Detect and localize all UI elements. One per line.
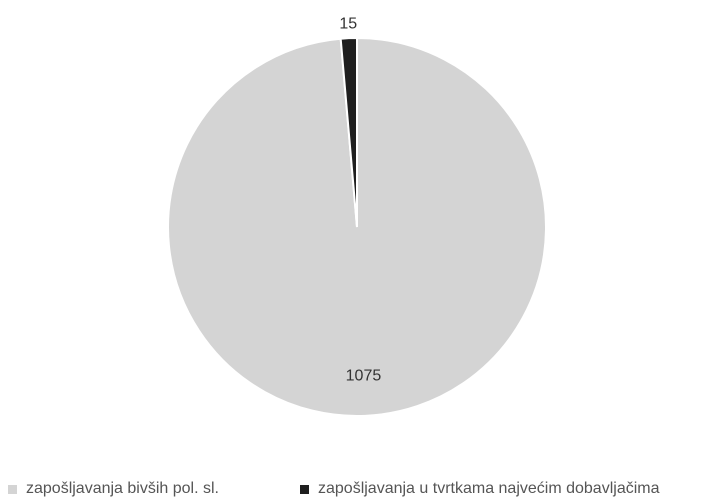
- pie-data-label-0: 1075: [346, 367, 382, 384]
- legend-label-largest-suppliers: zapošljavanja u tvrtkama najvećim dobavl…: [318, 480, 660, 497]
- pie-data-labels: 1075 15: [339, 15, 381, 384]
- legend-swatch-largest-suppliers: [300, 484, 309, 494]
- chart-legend: zapošljavanja bivših pol. sl. zapošljava…: [0, 476, 716, 500]
- pie-data-label-1: 15: [339, 15, 357, 32]
- legend-swatch-former-officials: [8, 484, 17, 494]
- legend-item-former-officials: zapošljavanja bivših pol. sl.: [8, 480, 219, 498]
- legend-item-largest-suppliers: zapošljavanja u tvrtkama najvećim dobavl…: [300, 480, 660, 498]
- pie-slice-1: [339, 36, 358, 228]
- legend-label-former-officials: zapošljavanja bivših pol. sl.: [26, 480, 219, 497]
- pie-slices: [167, 36, 547, 417]
- pie-chart: 1075 15: [167, 15, 547, 417]
